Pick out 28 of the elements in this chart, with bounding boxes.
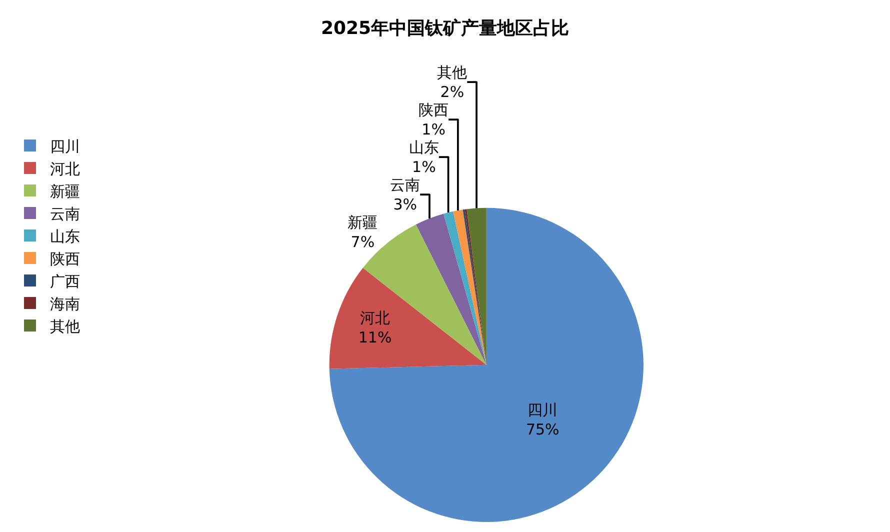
data-label: 11% (358, 328, 392, 347)
legend-label: 云南 (50, 204, 80, 223)
slice-label: 山东 (408, 138, 439, 156)
pie-slice (416, 214, 486, 365)
legend-label: 新疆 (50, 182, 80, 200)
data-label: 3% (393, 195, 418, 214)
slice-label: 云南 (390, 176, 420, 194)
pie-slice (444, 211, 486, 365)
legend-label: 河北 (50, 160, 80, 178)
legend-label: 山东 (50, 227, 80, 246)
slice-label: 河北 (360, 309, 390, 328)
slice-label: 其他 (437, 63, 468, 82)
data-label: 7% (350, 232, 375, 251)
slice-label: 新疆 (348, 213, 378, 232)
data-label: 75% (526, 420, 560, 439)
data-label: 2% (440, 82, 464, 101)
slice-label: 四川 (528, 401, 558, 420)
legend-label: 四川 (50, 137, 80, 156)
data-label: 1% (412, 158, 436, 176)
chart-title: 2025年中国钛矿产量地区占比 (320, 18, 570, 39)
pie-slice (329, 268, 486, 369)
legend-label: 其他 (50, 317, 80, 336)
legend-label: 海南 (50, 294, 80, 313)
legend-label: 广西 (50, 272, 80, 290)
legend-label: 陕西 (50, 250, 80, 268)
data-label: 1% (422, 120, 446, 138)
slice-label: 陕西 (418, 100, 449, 119)
pie-slice (453, 210, 486, 365)
